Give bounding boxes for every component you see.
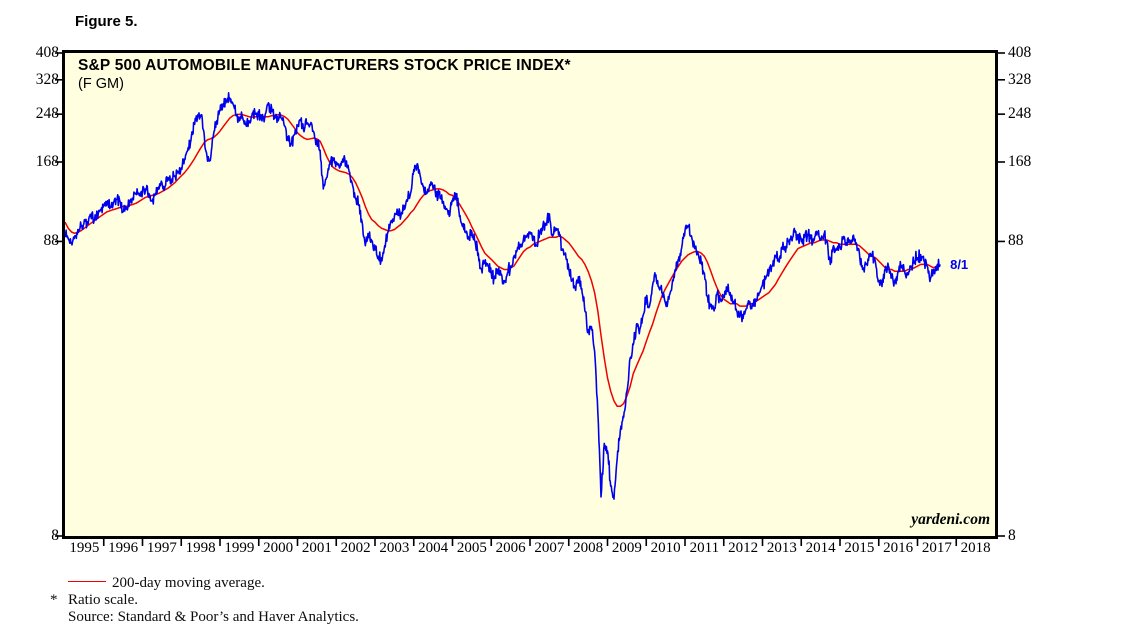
y-tick-label-left: 328 xyxy=(35,70,59,88)
x-year-label: 1998 xyxy=(185,540,216,556)
x-year-label: 2003 xyxy=(379,540,410,556)
ratio-scale-note: * Ratio scale. xyxy=(50,592,359,608)
moving-average-line xyxy=(64,113,941,408)
x-year-label: 2002 xyxy=(340,540,371,556)
source-text: Source: Standard & Poor’s and Haver Anal… xyxy=(68,609,359,625)
y-tick-label-left: 8 xyxy=(51,527,59,544)
x-year-label: 2011 xyxy=(689,540,720,556)
legend-label: 200-day moving average. xyxy=(112,575,265,591)
last-point-date-label: 8/1 xyxy=(950,257,969,273)
x-year-label: 2009 xyxy=(611,540,642,556)
x-year-label: 2015 xyxy=(844,540,875,556)
x-year-label: 1995 xyxy=(69,540,100,556)
y-tick-label-left: 408 xyxy=(35,44,59,61)
ratio-note-text: Ratio scale. xyxy=(68,592,138,608)
watermark: yardeni.com xyxy=(911,511,990,528)
chart-title: S&P 500 AUTOMOBILE MANUFACTURERS STOCK P… xyxy=(78,57,571,74)
x-year-label: 2006 xyxy=(495,540,526,556)
x-year-label: 2013 xyxy=(766,540,797,556)
y-tick-label-left: 168 xyxy=(35,152,59,170)
x-year-label: 2008 xyxy=(573,540,604,556)
y-tick-label-right: 168 xyxy=(1008,152,1032,170)
x-year-label: 2012 xyxy=(728,540,759,556)
y-tick-label-right: 408 xyxy=(1008,44,1032,61)
x-year-label: 2016 xyxy=(883,540,914,556)
x-year-label: 2010 xyxy=(650,540,681,556)
chart-subtitle: (F GM) xyxy=(78,76,124,92)
y-tick-label-left: 248 xyxy=(35,105,59,123)
x-year-label: 2000 xyxy=(263,540,294,556)
y-tick-label-right: 8 xyxy=(1008,527,1016,544)
x-year-label: 2004 xyxy=(418,540,449,556)
x-year-label: 2014 xyxy=(805,540,836,556)
footnotes: 200-day moving average. * Ratio scale. S… xyxy=(50,575,359,626)
y-tick-label-left: 88 xyxy=(43,232,60,250)
asterisk: * xyxy=(50,592,58,608)
y-tick-label-right: 88 xyxy=(1008,232,1024,250)
x-year-label: 2017 xyxy=(921,540,952,556)
x-year-label: 1997 xyxy=(146,540,177,556)
legend-row: 200-day moving average. xyxy=(50,575,359,591)
plot-background xyxy=(65,53,995,536)
x-year-label: 2007 xyxy=(534,540,565,556)
source-note: Source: Standard & Poor’s and Haver Anal… xyxy=(50,609,359,625)
x-year-label: 2018 xyxy=(960,540,991,556)
y-tick-label-right: 328 xyxy=(1008,70,1032,88)
x-year-label: 2001 xyxy=(301,540,332,556)
x-year-label: 2005 xyxy=(456,540,487,556)
figure-label: Figure 5. xyxy=(75,13,138,30)
plot-frame xyxy=(62,50,998,539)
x-year-label: 1999 xyxy=(224,540,255,556)
y-tick-label-right: 248 xyxy=(1008,105,1032,123)
moving-average-legend-swatch xyxy=(68,580,106,582)
price-line xyxy=(64,92,941,500)
x-year-label: 1996 xyxy=(108,540,139,556)
